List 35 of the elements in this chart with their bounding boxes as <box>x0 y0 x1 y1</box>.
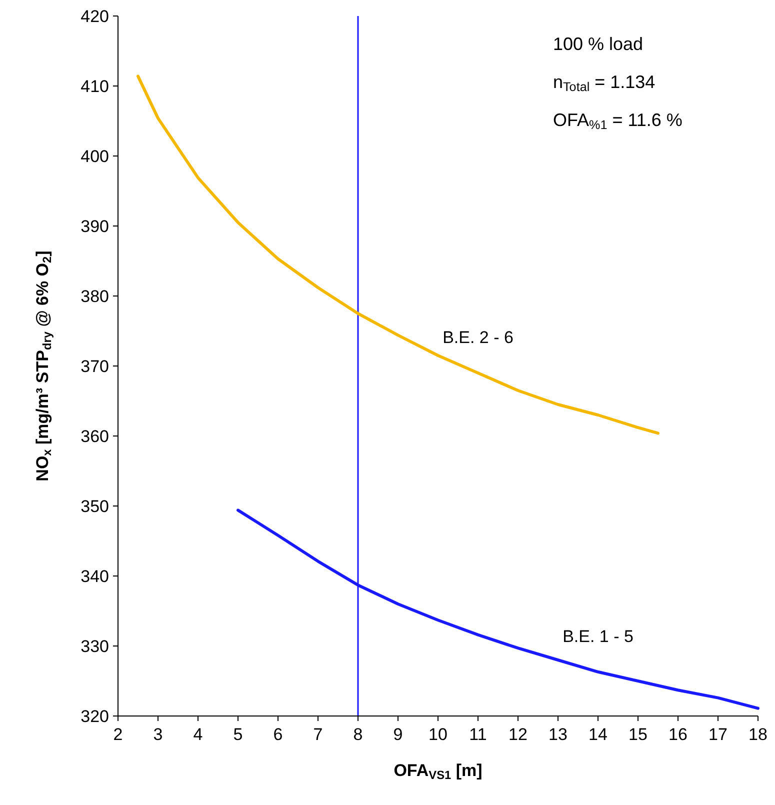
x-tick-label: 3 <box>153 725 163 744</box>
y-tick-label: 380 <box>80 286 109 306</box>
annotation: n$_{Total}$ = 1.134 <box>553 72 656 94</box>
y-tick-label: 410 <box>80 76 109 96</box>
x-tick-label: 16 <box>668 725 688 744</box>
y-tick-label: 370 <box>80 356 109 376</box>
x-tick-label: 13 <box>548 725 568 744</box>
annotation: 100 % load <box>553 34 644 54</box>
x-tick-label: 12 <box>508 725 528 744</box>
x-tick-label: 9 <box>393 725 403 744</box>
y-tick-label: 330 <box>80 636 109 656</box>
x-tick-label: 4 <box>193 725 203 744</box>
y-tick-label: 320 <box>80 706 109 726</box>
y-tick-label: 390 <box>80 216 109 236</box>
y-tick-label: 420 <box>80 6 109 26</box>
x-tick-label: 7 <box>313 725 323 744</box>
x-tick-label: 17 <box>708 725 728 744</box>
x-tick-label: 11 <box>469 725 487 744</box>
x-tick-label: 6 <box>273 725 283 744</box>
x-tick-label: 14 <box>588 725 608 744</box>
series-label: B.E. 1 - 5 <box>562 626 634 646</box>
x-tick-label: 10 <box>428 725 448 744</box>
x-tick-label: 18 <box>748 725 768 744</box>
annotation: OFA$_{%1}$ = 11.6 % <box>553 110 682 132</box>
y-tick-label: 360 <box>80 426 109 446</box>
x-tick-label: 2 <box>113 725 123 744</box>
y-tick-label: 350 <box>80 496 109 516</box>
series-label: B.E. 2 - 6 <box>442 328 514 347</box>
y-tick-label: 400 <box>80 146 109 166</box>
line-series <box>136 74 660 435</box>
x-axis-title: OFA$_{VS1}$ [m] <box>394 761 482 782</box>
y-tick-label: 340 <box>80 566 109 586</box>
x-tick-label: 5 <box>233 725 243 744</box>
x-tick-label: 15 <box>628 725 648 744</box>
x-tick-label: 8 <box>353 725 363 744</box>
